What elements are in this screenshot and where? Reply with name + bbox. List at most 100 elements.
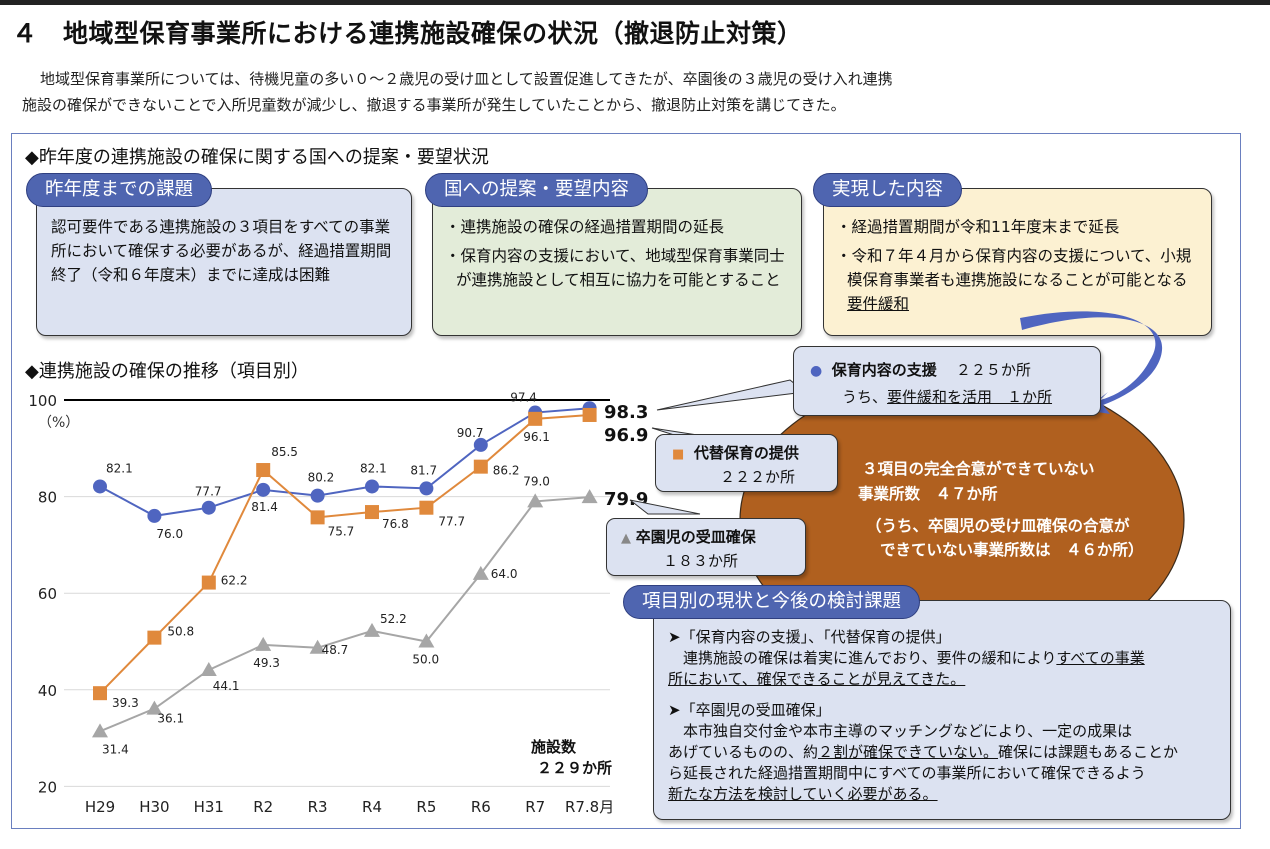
x-tick-label: H29 bbox=[85, 798, 115, 816]
data-point-square bbox=[256, 463, 271, 478]
data-label: 48.7 bbox=[322, 643, 349, 657]
ellipse-line-4: できていない事業所数は ４６か所） bbox=[880, 541, 1144, 559]
data-point-triangle bbox=[309, 639, 326, 654]
data-label: 75.7 bbox=[328, 524, 355, 538]
realized-bullet-2-text: ・令和７年４月から保育内容の支援について、小規模保育事業者も連携施設になることが… bbox=[836, 247, 1192, 289]
issues-last-year-title: 昨年度までの課題 bbox=[26, 173, 213, 207]
data-point-square bbox=[582, 407, 597, 422]
series-line-2 bbox=[99, 496, 590, 733]
page-title: ４ 地域型保育事業所における連携施設確保の状況（撤退防止対策） bbox=[12, 19, 803, 48]
data-point-triangle bbox=[581, 489, 598, 504]
series-line-0 bbox=[99, 407, 590, 517]
data-point-circle bbox=[201, 500, 216, 515]
data-label: 76.8 bbox=[382, 517, 409, 531]
data-label: 64.0 bbox=[491, 567, 518, 581]
line-chart: 20 40 60 80 100 （%） H29 H30 H31 R2 R3 R4 R5 R6 R7 R7.8月… bbox=[28, 391, 648, 816]
data-point-circle bbox=[93, 479, 107, 494]
issue-1-text-underlined-1: すべての事業 bbox=[1056, 649, 1145, 667]
data-label: 81.4 bbox=[251, 500, 278, 514]
data-point-square bbox=[147, 630, 162, 645]
data-point-square bbox=[201, 575, 216, 590]
issues-last-year-text: 認可要件である連携施設の３項目をすべての事業所において確保する必要があるが、経過… bbox=[51, 218, 392, 284]
issue-2-heading: ➤「卒園児の受皿確保」 bbox=[668, 701, 831, 719]
issue-2-line-2b: 確保には課題もあることか bbox=[998, 743, 1179, 761]
data-label: 82.1 bbox=[106, 461, 133, 475]
data-point-circle bbox=[419, 481, 434, 496]
y-tick-label: 40 bbox=[38, 682, 57, 700]
intro-line-1: 地域型保育事業所については、待機児童の多い０～２歳児の受け皿として設置促進してき… bbox=[40, 70, 893, 88]
series-line-1 bbox=[99, 413, 590, 694]
graduates-count: １８３か所 bbox=[663, 552, 739, 570]
x-tick-label: R4 bbox=[362, 798, 382, 816]
top-bar bbox=[0, 0, 1270, 5]
realized-bullet-2: ・令和７年４月から保育内容の支援について、小規模保育事業者も連携施設になることが… bbox=[836, 244, 1201, 316]
chart-heading: ◆連携施設の確保の推移（項目別） bbox=[25, 361, 309, 382]
data-label: 86.2 bbox=[493, 464, 520, 478]
data-label: 39.3 bbox=[112, 696, 139, 710]
data-point-triangle bbox=[92, 723, 108, 738]
x-tick-label: R5 bbox=[416, 798, 436, 816]
ellipse-line-1: ３項目の完全合意ができていない bbox=[862, 460, 1095, 478]
data-label: 77.7 bbox=[195, 485, 222, 499]
data-point-square bbox=[528, 411, 543, 426]
proposal-bullet-2: ・保育内容の支援において、地域型保育事業同士が連携施設として相互に協力を可能とす… bbox=[445, 247, 785, 289]
data-label: 36.1 bbox=[157, 712, 184, 726]
data-label: 97.4 bbox=[510, 391, 537, 405]
x-tick-label: R3 bbox=[308, 798, 328, 816]
future-issues-title: 項目別の現状と今後の検討課題 bbox=[623, 585, 921, 619]
data-label: 44.1 bbox=[213, 679, 240, 693]
support-sub-prefix: うち、 bbox=[842, 388, 888, 406]
triangle-marker-icon: ▲ bbox=[621, 531, 631, 546]
y-tick-label: 60 bbox=[38, 585, 57, 603]
data-point-square bbox=[93, 686, 107, 701]
support-callout: ● 保育内容の支援 ２２５か所 うち、要件緩和を活用 １か所 bbox=[793, 346, 1101, 416]
data-point-triangle bbox=[364, 622, 380, 637]
data-label: 62.2 bbox=[221, 574, 248, 588]
x-tick-label: R2 bbox=[253, 798, 273, 816]
alt-care-callout: ■ 代替保育の提供 ２２２か所 bbox=[655, 434, 838, 492]
y-tick-label: 100 bbox=[28, 392, 57, 410]
requirement-relaxation-text: 要件緩和 bbox=[847, 295, 910, 313]
data-point-circle bbox=[256, 482, 271, 497]
data-label: 50.0 bbox=[412, 653, 439, 667]
realized-box: ・経過措置期間が令和11年度末まで延長 ・令和７年４月から保育内容の支援について… bbox=[823, 188, 1212, 336]
support-sub-underlined: 要件緩和を活用 １か所 bbox=[887, 388, 1053, 406]
issue-2-line-4: 新たな方法を検討していく必要がある。 bbox=[668, 785, 938, 803]
x-tick-label: R7 bbox=[525, 798, 545, 816]
data-point-triangle bbox=[472, 565, 489, 580]
ellipse-line-2: 事業所数 ４７か所 bbox=[858, 485, 998, 503]
facility-count-value: ２２９か所 bbox=[537, 759, 613, 777]
data-point-square bbox=[419, 500, 434, 515]
data-label: 49.3 bbox=[253, 656, 280, 670]
data-point-triangle bbox=[146, 700, 163, 715]
issue-2-line-3: ら延長された経過措置期間中にすべての事業所において確保できるよう bbox=[668, 764, 1146, 782]
data-point-square bbox=[473, 459, 488, 474]
data-label: 81.7 bbox=[410, 463, 437, 477]
intro-line-2: 施設の確保ができないことで入所児童数が減少し、撤退する事業所が発生していたことか… bbox=[22, 96, 846, 114]
data-label: 50.8 bbox=[167, 625, 194, 639]
y-axis-label: （%） bbox=[38, 415, 79, 431]
data-point-circle bbox=[473, 437, 488, 452]
x-tick-label: H31 bbox=[194, 798, 224, 816]
data-label: 82.1 bbox=[360, 461, 387, 475]
facility-count-label: 施設数 bbox=[531, 738, 577, 756]
issue-2-line-2: あげているものの、約２割が確保できていない。確保には課題もあることか bbox=[668, 742, 1220, 763]
issue-2-line-2-underlined: ２割が確保できていない。 bbox=[818, 743, 999, 761]
proposal-title: 国への提案・要望内容 bbox=[425, 173, 649, 207]
x-tick-label: R7.8月 bbox=[565, 798, 614, 816]
circle-marker-icon: ● bbox=[810, 363, 823, 379]
support-count: ２２５か所 bbox=[955, 361, 1031, 379]
final-value-label: 98.3 bbox=[604, 402, 648, 423]
data-label: 90.7 bbox=[457, 426, 484, 440]
square-marker-icon: ■ bbox=[672, 447, 685, 462]
support-name: 保育内容の支援 bbox=[831, 361, 937, 379]
realized-title: 実現した内容 bbox=[813, 173, 963, 207]
proposal-bullet-1: ・連携施設の確保の経過措置期間の延長 bbox=[445, 218, 725, 236]
y-tick-label: 80 bbox=[38, 489, 57, 507]
facility-count: 施設数 ２２９か所 bbox=[531, 737, 612, 779]
data-label: 85.5 bbox=[271, 445, 298, 459]
data-point-triangle bbox=[255, 636, 272, 651]
data-point-square bbox=[365, 505, 379, 520]
data-point-circle bbox=[147, 508, 162, 523]
ellipse-line-3: （うち、卒園児の受け皿確保の合意が bbox=[866, 517, 1130, 535]
